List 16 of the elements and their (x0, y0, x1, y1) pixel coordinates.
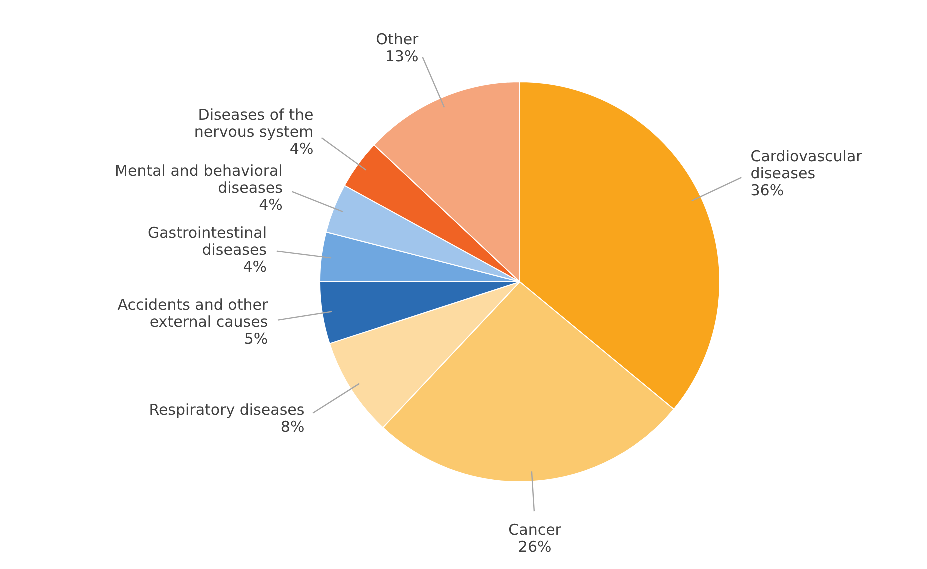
slice-label: Gastrointestinal diseases (148, 224, 268, 260)
data-label: 4% (290, 140, 314, 158)
slice-label: Other (376, 30, 420, 48)
data-label: 4% (243, 258, 268, 276)
data-label: 5% (244, 330, 268, 348)
data-label: 8% (280, 418, 305, 436)
slice-label: Respiratory diseases (149, 401, 305, 420)
slice-label: Mental and behavioral diseases (115, 162, 284, 198)
slice-label: Cardiovascular diseases (750, 147, 864, 182)
slice-label: Accidents and other external causes (118, 296, 269, 331)
slice-label: Diseases of the nervous system (194, 106, 314, 142)
data-label: 13% (385, 47, 419, 66)
data-label: 36% (750, 181, 784, 200)
data-label: 26% (518, 538, 552, 556)
data-label: 4% (259, 196, 283, 214)
slice-label: Cancer (508, 521, 562, 540)
